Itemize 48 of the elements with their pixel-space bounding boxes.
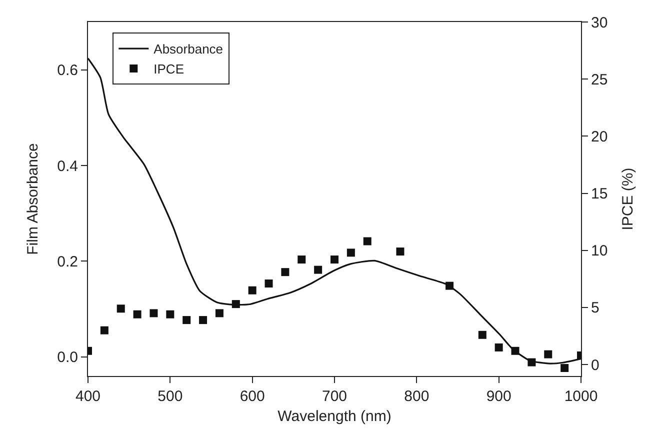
point [363, 237, 372, 246]
point [100, 326, 108, 334]
point [116, 304, 125, 313]
point [182, 316, 191, 324]
point [248, 286, 256, 294]
y-tick-label: 0.4 [57, 158, 78, 175]
y2-tick-label: 0 [591, 356, 600, 374]
x-tick-label: 600 [240, 388, 265, 405]
legend-label: Absorbance [154, 42, 224, 57]
point [330, 256, 338, 264]
point [232, 300, 240, 308]
point [281, 268, 290, 276]
y2-tick-label: 5 [591, 300, 600, 317]
x-tick-label: 900 [486, 388, 512, 405]
x-tick-label: 800 [404, 388, 430, 405]
x-tick-label: 500 [158, 388, 183, 405]
point [560, 364, 569, 372]
point [133, 310, 142, 318]
y-tick-label: 0.2 [57, 253, 78, 270]
x-tick-label: 1000 [564, 388, 598, 405]
y2-tick-label: 15 [591, 186, 608, 203]
y2-tick-label: 30 [591, 14, 608, 32]
y2-axis-title: IPCE (%) [620, 168, 637, 230]
y-axis-title: Film Absorbance [24, 143, 42, 255]
point [166, 310, 174, 318]
point [511, 346, 520, 355]
point [528, 358, 536, 366]
x-tick-label: 400 [75, 388, 101, 405]
point [264, 280, 273, 288]
point [346, 248, 355, 257]
x-tick-label: 700 [322, 388, 348, 405]
point [314, 266, 322, 274]
point [215, 309, 224, 318]
y2-tick-label: 25 [591, 71, 608, 88]
y-tick-label: 0.6 [57, 62, 78, 80]
point [298, 256, 306, 264]
x-axis-title: Wavelength (nm) [278, 408, 392, 425]
point [494, 343, 503, 352]
y2-tick-label: 20 [591, 128, 608, 146]
point [150, 309, 158, 318]
point [446, 282, 454, 290]
point [544, 350, 552, 358]
point [396, 248, 404, 256]
y2-tick-label: 10 [591, 242, 608, 260]
point [199, 316, 208, 324]
point [478, 330, 486, 339]
y-tick-label: 0.0 [57, 349, 78, 366]
legend-label: IPCE [154, 62, 184, 77]
